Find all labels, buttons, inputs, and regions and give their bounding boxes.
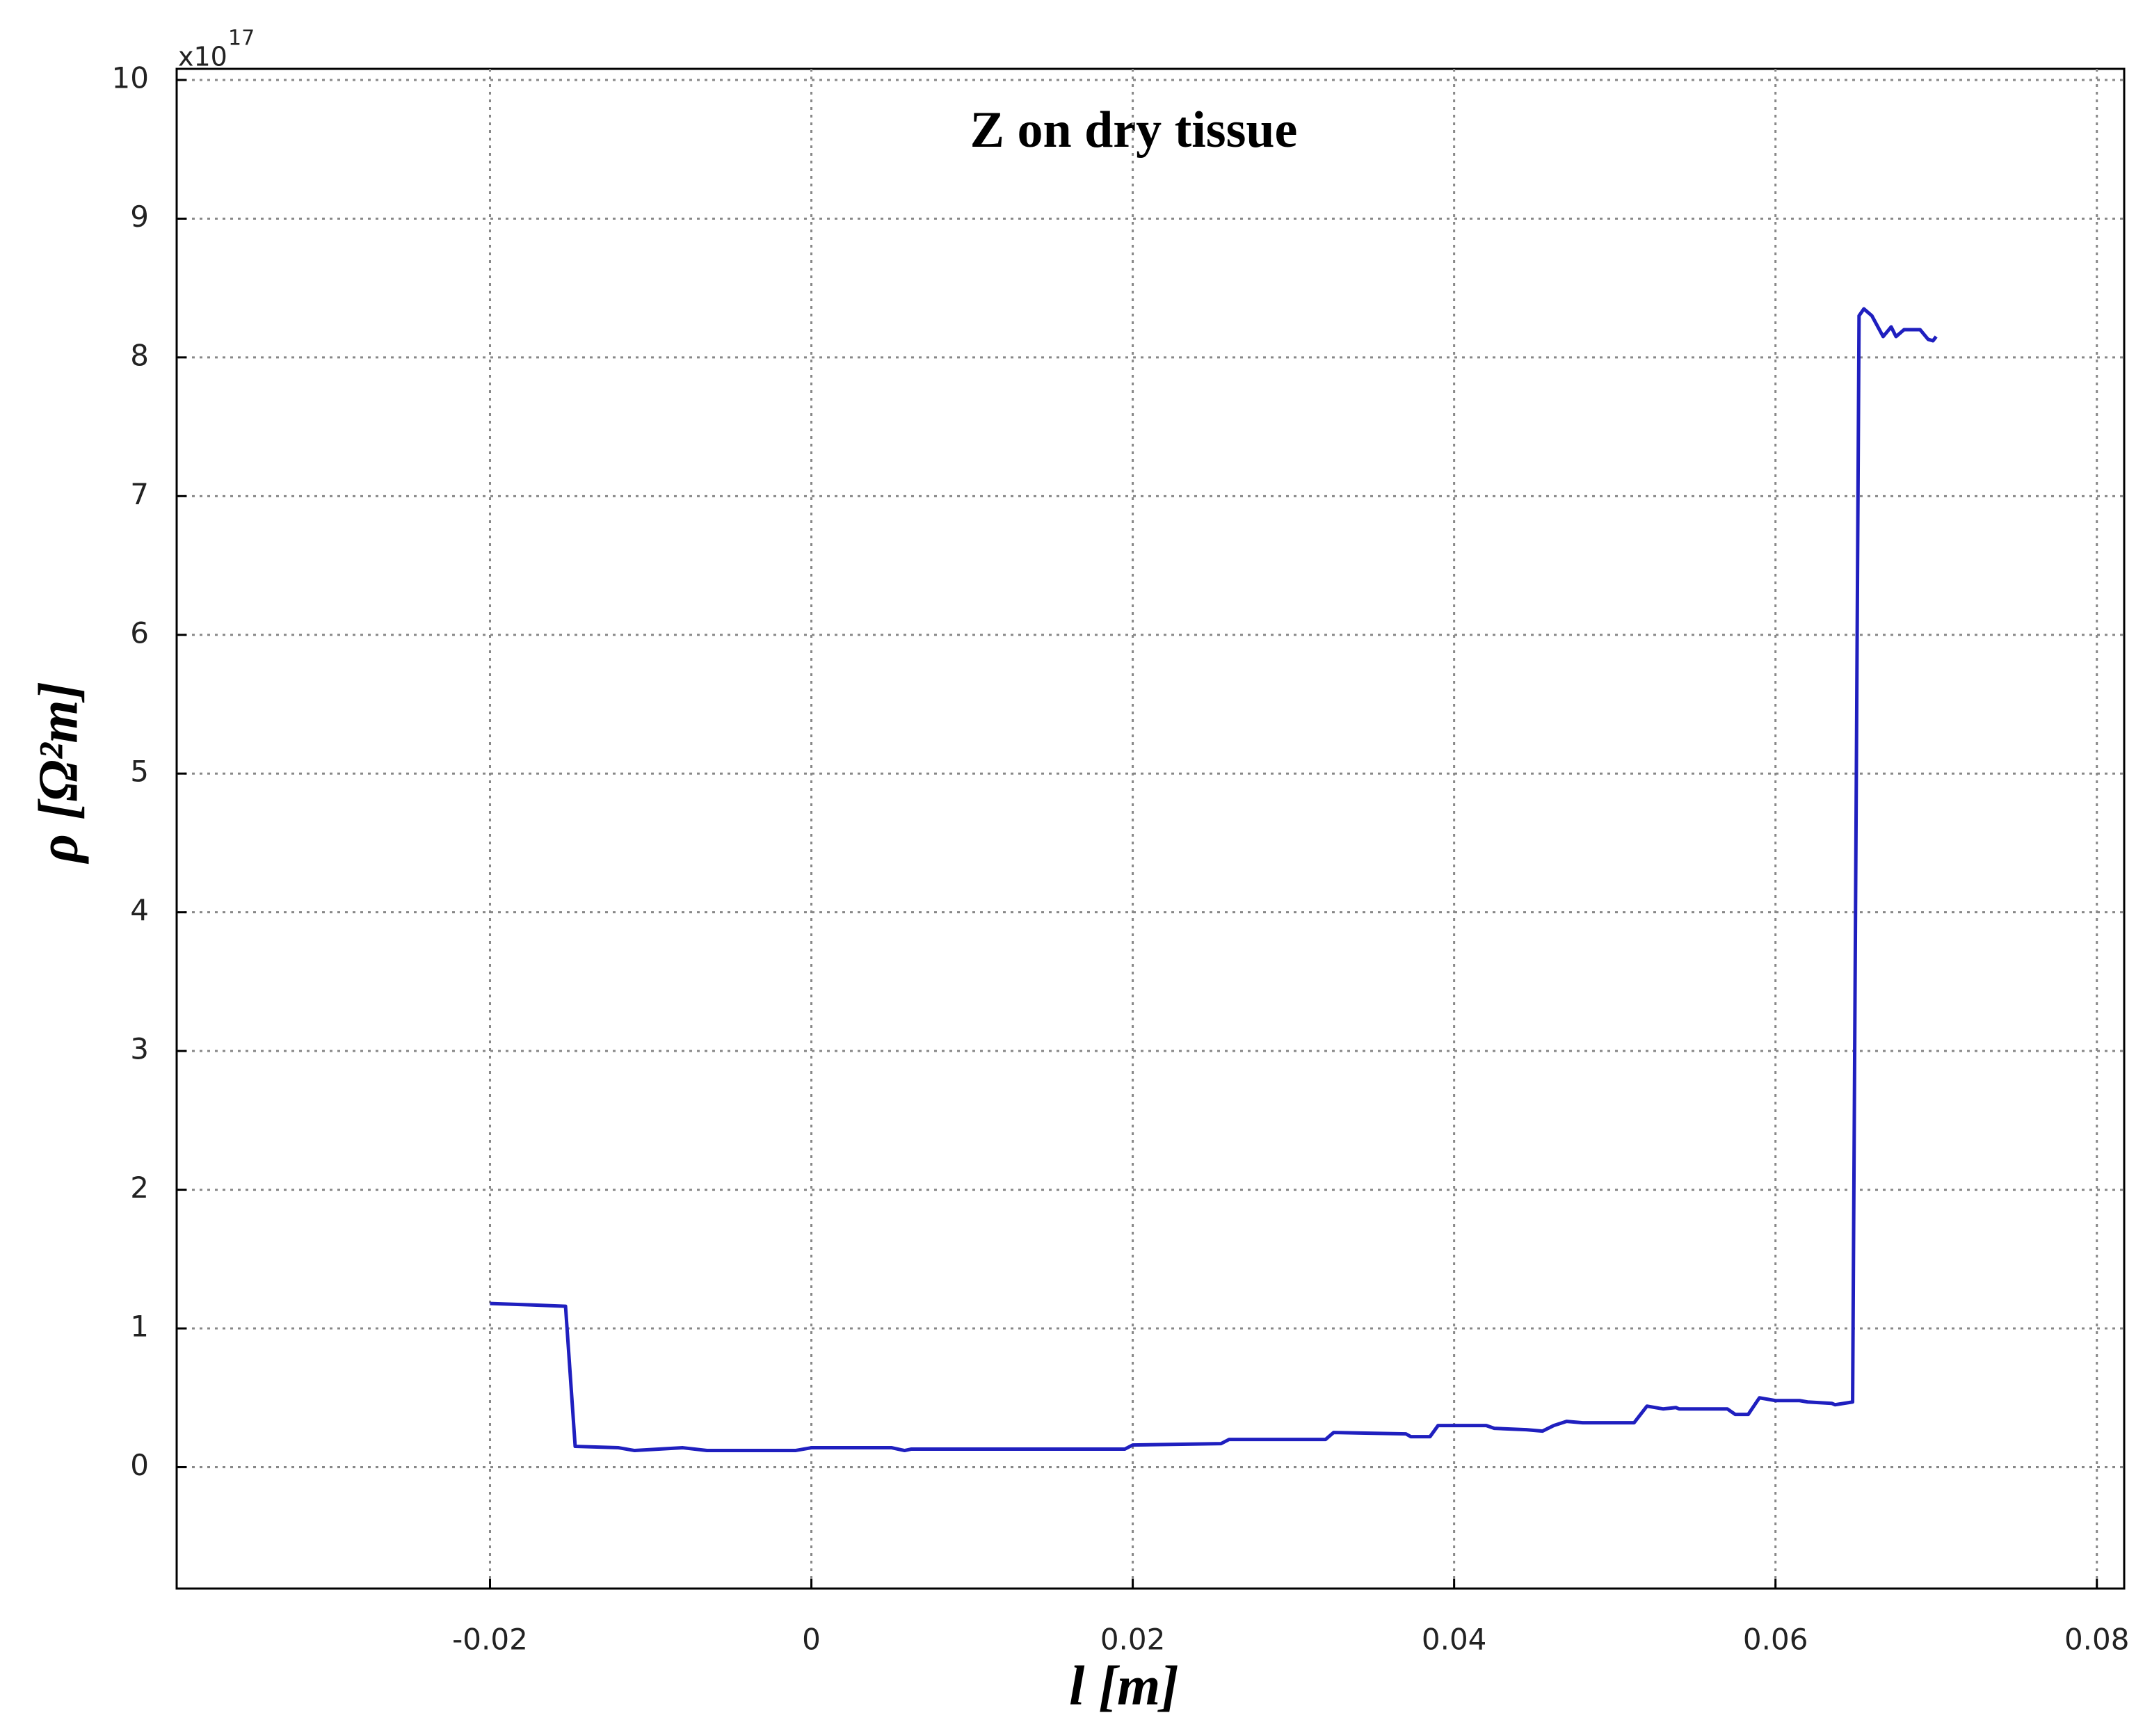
x-tick-label: -0.02 — [452, 1623, 528, 1657]
x-axis-label: l [m] — [1069, 1655, 1179, 1717]
y-tick-label: 4 — [130, 893, 149, 927]
x-tick-label: 0 — [802, 1623, 821, 1657]
plot-area — [175, 67, 2126, 1590]
chart-title: Z on dry tissue — [970, 102, 1298, 159]
y-tick-label: 7 — [130, 477, 149, 511]
data-line — [490, 307, 1938, 1453]
y-tick-label: 2 — [130, 1171, 149, 1205]
x-tick-label: 0.02 — [1100, 1623, 1166, 1657]
y-tick-label: 9 — [130, 200, 149, 234]
y-tick-label: 10 — [112, 61, 149, 95]
y-multiplier-exponent: 17 — [228, 26, 255, 51]
x-tick-label: 0.04 — [1422, 1623, 1487, 1657]
y-axis-label: ρ [Ω²m] — [28, 682, 89, 864]
y-tick-label: 8 — [130, 338, 149, 372]
y-tick-label: 5 — [130, 755, 149, 789]
y-tick-label: 1 — [130, 1310, 149, 1344]
y-tick-label: 6 — [130, 616, 149, 650]
y-tick-label: 3 — [130, 1032, 149, 1066]
y-tick-label: 0 — [130, 1448, 149, 1482]
x-tick-label: 0.08 — [2064, 1623, 2130, 1657]
x-tick-label: 0.06 — [1743, 1623, 1808, 1657]
y-multiplier: x10 — [178, 42, 227, 72]
